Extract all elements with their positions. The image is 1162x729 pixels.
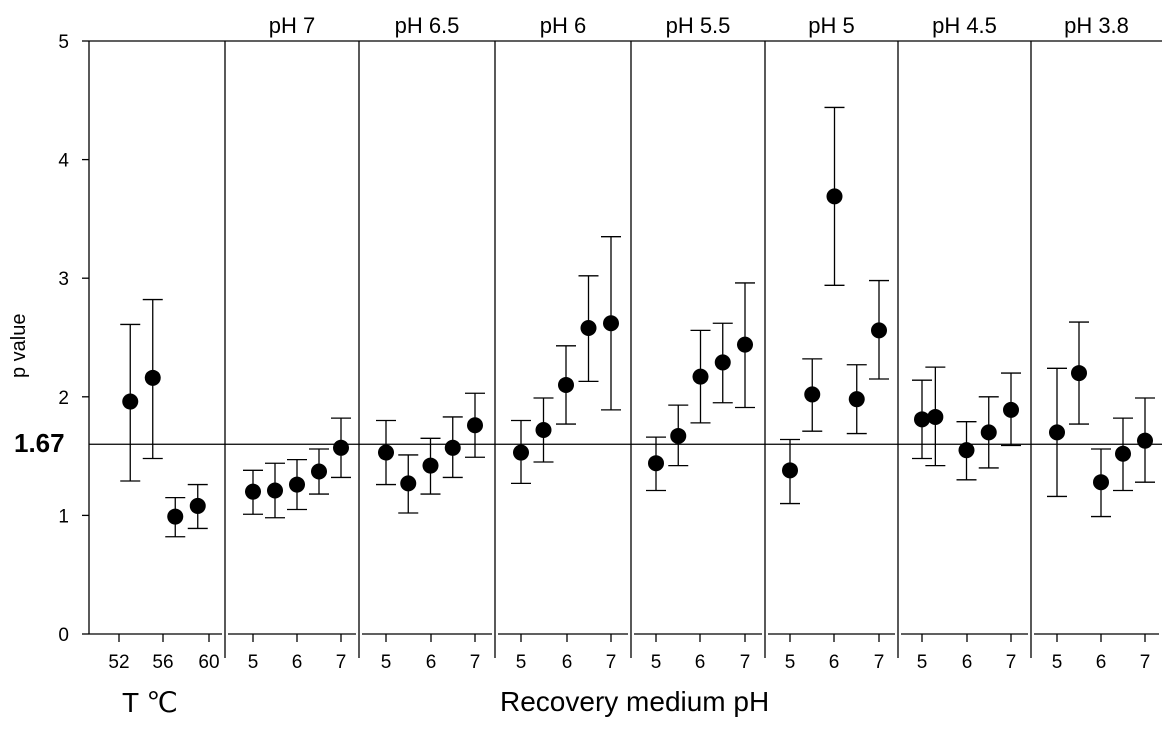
x-tick-label: 7	[470, 652, 481, 673]
data-point	[1093, 474, 1109, 491]
y-tick-label: 3	[58, 269, 69, 290]
x-tick-label: 6	[695, 652, 706, 673]
x-tick-label: 5	[917, 652, 928, 673]
x-tick-label: 52	[108, 652, 129, 673]
data-point	[848, 391, 865, 408]
x-tick-label: 6	[292, 652, 303, 673]
data-point	[648, 455, 664, 472]
data-point	[1137, 432, 1153, 449]
x-tick-label: 5	[651, 652, 662, 673]
data-point	[670, 427, 687, 444]
panel-title: pH 4.5	[932, 13, 997, 38]
x-tick-label: 60	[198, 652, 219, 673]
x-tick-label: 6	[962, 652, 973, 673]
x-tick-label: 7	[606, 652, 617, 673]
x-tick-label: 6	[1096, 652, 1107, 673]
y-tick-label: 5	[58, 32, 69, 53]
data-point	[558, 376, 574, 393]
data-point	[289, 476, 305, 493]
data-point	[927, 408, 944, 425]
data-point	[467, 417, 483, 434]
x-tick-label: 6	[426, 652, 437, 673]
data-point	[122, 393, 139, 410]
data-point	[535, 422, 552, 439]
panel-title: pH 5.5	[666, 13, 731, 38]
panel-title: pH 6	[540, 13, 586, 38]
x-tick-label: 7	[874, 652, 885, 673]
data-point	[714, 354, 731, 371]
data-point	[311, 463, 327, 480]
x-tick-label: 7	[740, 652, 751, 673]
panel-title: pH 7	[269, 13, 315, 38]
x-tick-label: 7	[1140, 652, 1151, 673]
x-tick-label: 7	[336, 652, 347, 673]
x-axis-label-temperature: T ℃	[122, 687, 178, 718]
panel-title: pH 5	[808, 13, 854, 38]
data-point	[513, 444, 529, 461]
y-tick-label: 4	[58, 151, 69, 172]
data-point	[245, 483, 261, 500]
data-point	[914, 411, 930, 428]
x-tick-label: 6	[562, 652, 573, 673]
data-point	[1115, 445, 1131, 462]
data-point	[737, 336, 753, 353]
data-point	[580, 320, 597, 337]
data-point	[871, 322, 887, 339]
data-point	[826, 188, 843, 205]
reference-line-label: 1.67	[14, 428, 65, 458]
panel-title: pH 6.5	[395, 13, 460, 38]
x-tick-label: 5	[516, 652, 527, 673]
data-point	[444, 439, 461, 456]
x-tick-label: 5	[248, 652, 259, 673]
x-tick-label: 5	[1052, 652, 1063, 673]
data-point	[782, 462, 798, 479]
data-point	[980, 424, 997, 441]
y-axis-label: p value	[8, 313, 30, 379]
data-point	[804, 386, 821, 403]
data-point	[333, 439, 349, 456]
x-tick-label: 5	[381, 652, 392, 673]
x-tick-label: 7	[1006, 652, 1017, 673]
data-point	[692, 368, 709, 385]
data-point	[267, 482, 283, 499]
data-point	[189, 497, 206, 514]
data-point	[1049, 424, 1065, 441]
data-point	[378, 444, 394, 461]
data-point	[603, 315, 619, 332]
data-point	[1071, 365, 1087, 382]
data-point	[422, 457, 439, 474]
x-tick-label: 56	[152, 652, 173, 673]
x-tick-label: 5	[785, 652, 796, 673]
panel-title: pH 3.8	[1064, 13, 1129, 38]
data-point	[958, 442, 975, 459]
x-tick-label: 6	[829, 652, 840, 673]
y-tick-label: 1	[58, 506, 69, 527]
data-point	[400, 475, 417, 492]
y-tick-label: 2	[58, 388, 69, 409]
data-point	[167, 508, 184, 525]
data-point	[1003, 401, 1019, 418]
x-axis-label-recovery-ph: Recovery medium pH	[500, 686, 770, 717]
y-tick-label: 0	[58, 625, 69, 646]
data-point	[144, 369, 161, 386]
